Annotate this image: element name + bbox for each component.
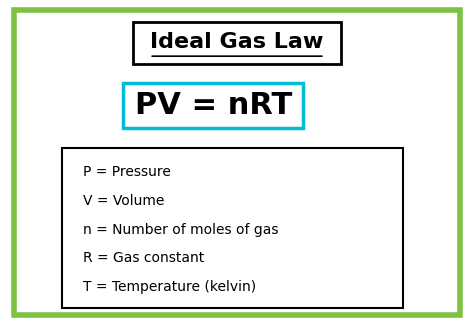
Text: V = Volume: V = Volume: [83, 194, 164, 208]
Text: R = Gas constant: R = Gas constant: [83, 251, 204, 265]
FancyBboxPatch shape: [133, 22, 341, 64]
Text: T = Temperature (kelvin): T = Temperature (kelvin): [83, 280, 256, 294]
Text: n = Number of moles of gas: n = Number of moles of gas: [83, 222, 278, 237]
Text: P = Pressure: P = Pressure: [83, 165, 171, 179]
Text: PV = nRT: PV = nRT: [135, 91, 292, 120]
FancyBboxPatch shape: [62, 148, 403, 308]
FancyBboxPatch shape: [123, 83, 303, 128]
Text: Ideal Gas Law: Ideal Gas Law: [150, 32, 324, 52]
